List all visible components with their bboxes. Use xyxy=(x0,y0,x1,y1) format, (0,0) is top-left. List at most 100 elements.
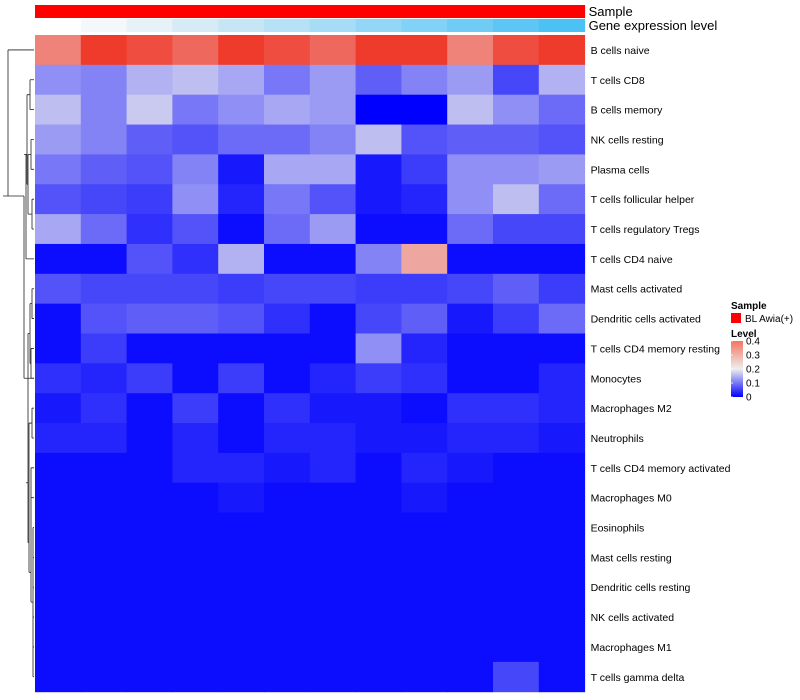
heatmap-cell xyxy=(355,243,402,275)
heatmap-cell xyxy=(35,542,82,573)
heatmap-cell xyxy=(309,154,357,185)
legend-tick-label: 0.2 xyxy=(746,365,760,376)
heatmap-cell xyxy=(355,542,402,573)
annotation-sample-cell xyxy=(35,5,82,18)
annotation-expression-cell xyxy=(309,19,357,32)
heatmap-cell xyxy=(493,572,540,603)
heatmap-cell xyxy=(172,423,219,454)
heatmap-cell xyxy=(264,572,311,603)
heatmap-cell xyxy=(355,661,402,693)
annotation-sample-cell xyxy=(309,5,357,18)
row-label: B cells memory xyxy=(591,105,664,117)
heatmap-cell xyxy=(401,452,448,484)
heatmap-cell xyxy=(355,602,402,633)
heatmap-cell xyxy=(401,602,448,633)
heatmap-cell xyxy=(355,452,402,484)
heatmap-cell xyxy=(538,632,586,663)
annotation-expression-cell xyxy=(126,19,173,32)
row-label: T cells CD4 memory activated xyxy=(591,463,731,475)
dendrogram-branch xyxy=(27,79,34,111)
heatmap-cell xyxy=(447,602,494,633)
dendrogram-branch xyxy=(24,94,28,185)
heatmap-cell xyxy=(218,243,265,275)
row-label: Mast cells activated xyxy=(591,284,683,296)
heatmap-cell xyxy=(538,542,586,573)
annotation-sample-cell xyxy=(80,5,128,18)
heatmap-cell xyxy=(80,452,128,484)
heatmap-cell xyxy=(80,214,128,245)
heatmap-cell xyxy=(80,35,128,66)
heatmap-cell xyxy=(126,572,173,603)
heatmap-cell xyxy=(355,214,402,245)
heatmap-cell xyxy=(264,154,311,185)
heatmap-cell xyxy=(80,124,128,155)
heatmap-cell xyxy=(126,94,173,126)
heatmap-cell xyxy=(355,94,402,126)
heatmap-cell xyxy=(493,273,540,305)
heatmap-cell xyxy=(218,154,265,185)
heatmap-cell xyxy=(538,333,586,364)
annotation-expression-cell xyxy=(35,19,82,32)
row-label: Dendritic cells activated xyxy=(591,314,701,326)
heatmap-cell xyxy=(35,214,82,245)
heatmap-cell xyxy=(401,512,448,543)
heatmap-cell xyxy=(447,393,494,424)
annotation-sample-cell xyxy=(126,5,173,18)
heatmap-cell xyxy=(401,214,448,245)
heatmap-cell xyxy=(126,661,173,693)
heatmap-cell xyxy=(493,452,540,484)
heatmap-cell xyxy=(264,512,311,543)
heatmap-cell xyxy=(35,512,82,543)
heatmap-cell xyxy=(218,393,265,424)
heatmap-cell xyxy=(80,154,128,185)
heatmap-cell xyxy=(309,423,357,454)
row-label: T cells CD4 memory resting xyxy=(591,343,720,355)
heatmap-cell xyxy=(218,423,265,454)
heatmap-cell xyxy=(80,512,128,543)
heatmap-cell xyxy=(172,35,219,66)
row-label: Neutrophils xyxy=(591,433,644,445)
heatmap-cell xyxy=(218,632,265,663)
heatmap-cell xyxy=(493,35,540,66)
annotation-sample-cell xyxy=(264,5,311,18)
dendrogram-branch xyxy=(28,198,34,230)
heatmap-cell xyxy=(493,184,540,215)
legend-tick-label: 0.1 xyxy=(746,379,760,390)
heatmap-cell xyxy=(35,35,82,66)
heatmap-cell xyxy=(172,64,219,96)
heatmap-cell xyxy=(264,423,311,454)
heatmap-cell xyxy=(401,482,448,514)
dendrogram-branch xyxy=(28,139,34,170)
heatmap-cell xyxy=(126,393,173,424)
heatmap-cell xyxy=(309,273,357,305)
heatmap-cell xyxy=(126,542,173,573)
row-label: Macrophages M2 xyxy=(591,403,672,415)
heatmap-cell xyxy=(401,393,448,424)
heatmap-cell xyxy=(35,333,82,364)
heatmap-cell xyxy=(355,303,402,334)
heatmap-cell xyxy=(35,452,82,484)
heatmap-cell xyxy=(80,243,128,275)
heatmap-cell xyxy=(447,572,494,603)
heatmap-cell xyxy=(80,423,128,454)
heatmap-cell xyxy=(447,64,494,96)
annotation-expression-cell xyxy=(538,19,586,32)
heatmap-cell xyxy=(80,572,128,603)
heatmap-cell xyxy=(401,243,448,275)
heatmap-cell xyxy=(309,243,357,275)
heatmap-cell xyxy=(538,64,586,96)
heatmap-cell xyxy=(264,333,311,364)
heatmap-cell xyxy=(35,363,82,394)
row-label: T cells CD4 naive xyxy=(591,254,673,266)
heatmap-cell xyxy=(218,124,265,155)
legend-tick-label: 0 xyxy=(746,393,752,404)
heatmap-cell xyxy=(264,124,311,155)
heatmap-cell xyxy=(493,632,540,663)
dendrogram-branch xyxy=(33,556,34,648)
heatmap-cell xyxy=(35,482,82,514)
heatmap-cell xyxy=(35,94,82,126)
heatmap-cell xyxy=(126,632,173,663)
dendrogram-branch xyxy=(30,467,34,499)
legend-level-title: Level xyxy=(731,329,757,340)
annotation-sample-cell xyxy=(218,5,265,18)
